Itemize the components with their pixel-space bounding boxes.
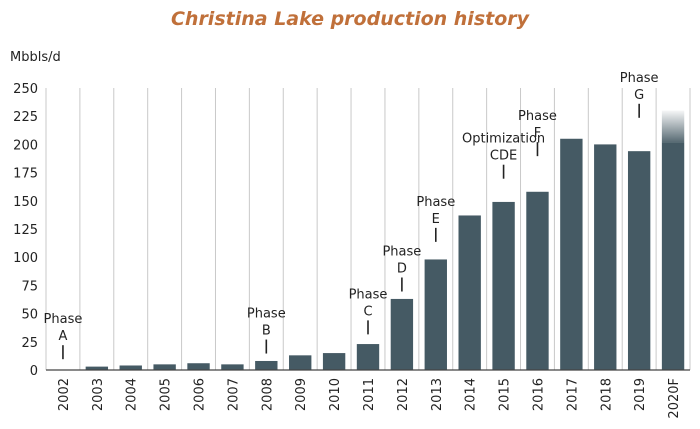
bar-2008 <box>255 360 278 370</box>
annotation-sublabel-2011: C <box>363 304 372 319</box>
x-tick-label-2008: 2008 <box>260 378 275 411</box>
bar-2013 <box>424 259 447 370</box>
y-tick-label: 25 <box>21 336 38 351</box>
y-tick-label: 200 <box>13 138 38 153</box>
forecast-range-2020F <box>661 110 685 143</box>
x-tick-label-2011: 2011 <box>362 378 377 411</box>
annotation-layer: Phase A Phase B Phase C Phase D Phase E Optimizati… <box>44 71 659 360</box>
y-tick-label: 150 <box>13 195 38 210</box>
x-tick-label-2020F: 2020F <box>667 378 682 419</box>
annotation-sublabel-2015: CDE <box>490 149 517 164</box>
x-tick-label-2007: 2007 <box>226 378 241 411</box>
bar-2007 <box>221 364 244 370</box>
x-tick-label-2013: 2013 <box>430 378 445 411</box>
bar-2020F <box>661 142 685 370</box>
bar-2004 <box>119 365 142 370</box>
axis-layer: 0 25 50 75 100 125 150 175 200 225 250 2002 2003 2004… <box>13 82 690 419</box>
bar-2006 <box>187 363 210 370</box>
x-tick-label-2010: 2010 <box>328 378 343 411</box>
bar-2011 <box>356 344 380 370</box>
y-tick-label: 0 <box>30 364 38 379</box>
grid-layer <box>45 88 691 370</box>
bar-2015 <box>492 201 515 370</box>
x-tick-label-2016: 2016 <box>531 378 546 411</box>
bar-layer <box>85 110 685 370</box>
annotation-sublabel-2016: F <box>534 126 541 141</box>
annotation-label-2012: Phase <box>382 245 421 260</box>
x-tick-label-2019: 2019 <box>633 378 648 411</box>
bar-2016 <box>526 191 549 370</box>
annotation-label-2016: Phase <box>518 109 557 124</box>
annotation-sublabel-2002: A <box>58 329 67 344</box>
x-tick-label-2014: 2014 <box>464 378 479 411</box>
y-axis-unit-label: Mbbls/d <box>10 50 61 65</box>
x-tick-label-2004: 2004 <box>125 378 140 411</box>
y-tick-label: 50 <box>21 308 38 323</box>
x-tick-label-2006: 2006 <box>193 378 208 411</box>
x-tick-label-2017: 2017 <box>565 378 580 411</box>
y-tick-label: 75 <box>21 279 38 294</box>
bar-2014 <box>458 215 481 370</box>
bar-2003 <box>85 366 109 370</box>
x-tick-label-2005: 2005 <box>159 378 174 411</box>
chart-title: Christina Lake production history <box>170 8 530 30</box>
bar-2018 <box>594 144 617 370</box>
y-tick-label: 125 <box>13 223 38 238</box>
x-tick-label-2009: 2009 <box>294 378 309 411</box>
y-tick-label: 175 <box>13 167 38 182</box>
bar-2009 <box>289 355 312 370</box>
annotation-label-2002: Phase <box>44 312 83 327</box>
x-tick-label-2003: 2003 <box>91 378 106 411</box>
annotation-label-2015: Optimization <box>462 132 545 147</box>
annotation-label-2011: Phase <box>349 287 388 302</box>
annotation-label-2008: Phase <box>247 307 286 322</box>
y-tick-label: 100 <box>13 251 38 266</box>
annotation-sublabel-2008: B <box>262 324 271 339</box>
annotation-sublabel-2019: G <box>634 88 644 103</box>
y-tick-label: 225 <box>13 110 38 125</box>
x-tick-label-2015: 2015 <box>498 378 513 411</box>
bar-2005 <box>153 364 176 370</box>
bar-2017 <box>560 138 583 370</box>
annotation-sublabel-2013: E <box>432 212 440 227</box>
x-tick-label-2002: 2002 <box>57 378 72 411</box>
annotation-label-2019: Phase <box>620 71 659 86</box>
annotation-label-2013: Phase <box>416 195 455 210</box>
y-tick-label: 250 <box>13 82 38 97</box>
x-tick-label-2018: 2018 <box>599 378 614 411</box>
bar-2010 <box>322 353 346 370</box>
annotation-sublabel-2012: D <box>397 262 407 277</box>
x-tick-label-2012: 2012 <box>396 378 411 411</box>
bar-2019 <box>627 151 651 370</box>
bar-2012 <box>390 298 414 370</box>
